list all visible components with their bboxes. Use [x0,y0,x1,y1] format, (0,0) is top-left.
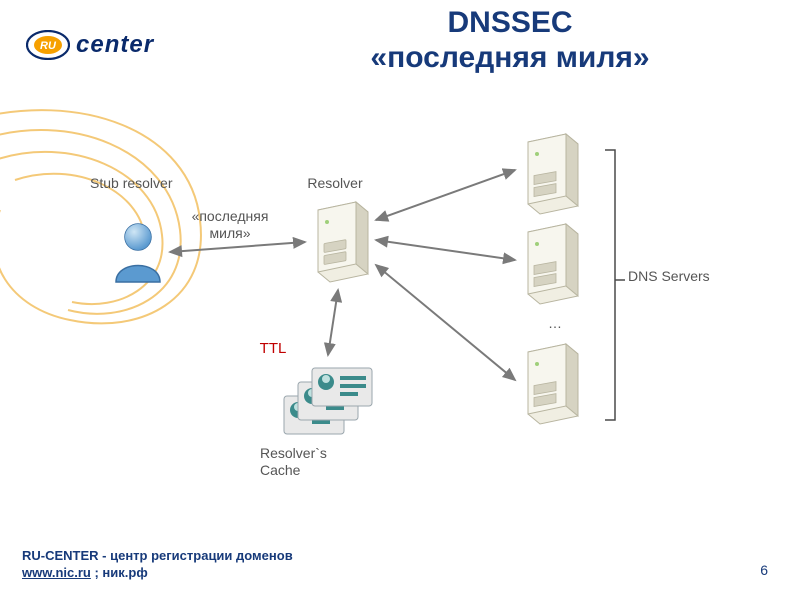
page-number: 6 [760,562,768,578]
label-ellipsis: … [530,315,580,332]
brand-logo: RU center [26,30,154,60]
title-line-1: DNSSEC [280,6,740,41]
footer-line-2: www.nic.ru ; ник.рф [22,565,293,582]
label-resolver-cache: Resolver`s Cache [260,445,370,479]
svg-text:RU: RU [40,40,57,52]
footer-line-1: RU-CENTER - центр регистрации доменов [22,548,293,565]
cache-cards-icon [280,360,380,436]
server-dns-2-icon [520,220,582,306]
label-stub-resolver: Stub resolver [90,175,210,192]
title-line-2: «последняя миля» [280,41,740,76]
server-dns-1-icon [520,130,582,216]
network-diagram: Stub resolver Resolver «последняя миля» … [80,130,740,500]
person-icon [110,220,166,284]
logo-badge-icon: RU [26,30,70,60]
label-last-mile: «последняя миля» [180,208,280,242]
footer-suffix: ; ник.рф [91,565,148,580]
label-dns-servers: DNS Servers [628,268,738,285]
footer-link[interactable]: www.nic.ru [22,565,91,580]
server-resolver-icon [310,198,372,284]
label-ttl: TTL [248,340,298,358]
server-dns-3-icon [520,340,582,426]
footer: RU-CENTER - центр регистрации доменов ww… [22,548,293,582]
label-resolver: Resolver [295,175,375,192]
logo-wordmark: center [76,31,154,59]
slide-title: DNSSEC «последняя миля» [280,6,740,75]
